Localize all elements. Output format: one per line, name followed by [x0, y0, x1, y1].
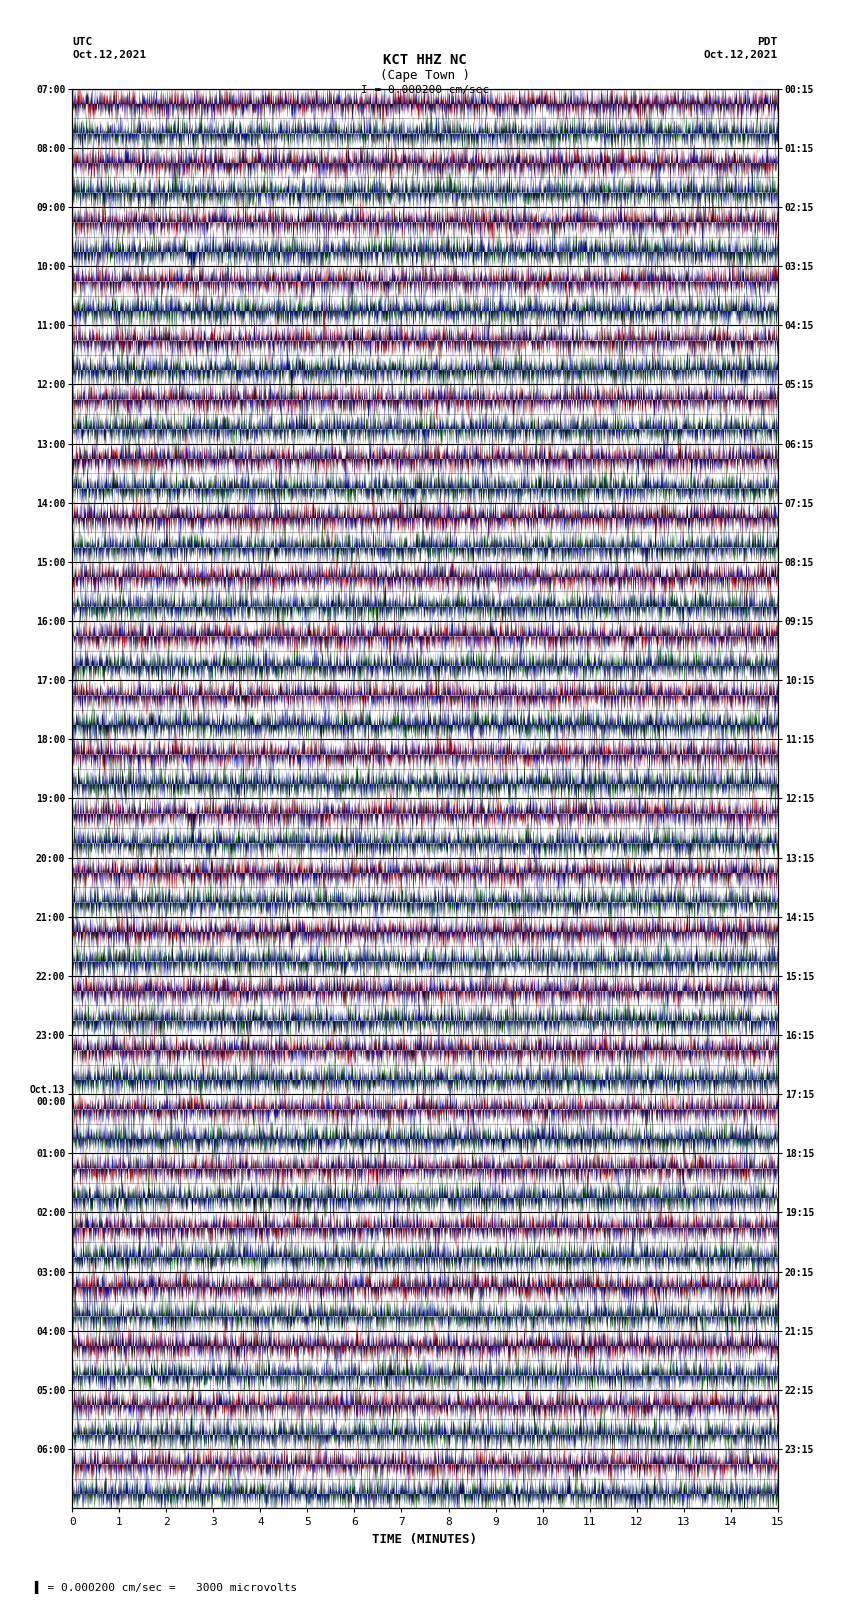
- X-axis label: TIME (MINUTES): TIME (MINUTES): [372, 1532, 478, 1545]
- Text: PDT: PDT: [757, 37, 778, 47]
- Text: Oct.12,2021: Oct.12,2021: [704, 50, 778, 60]
- Text: KCT HHZ NC: KCT HHZ NC: [383, 53, 467, 68]
- Text: (Cape Town ): (Cape Town ): [380, 69, 470, 82]
- Text: ▌ = 0.000200 cm/sec =   3000 microvolts: ▌ = 0.000200 cm/sec = 3000 microvolts: [34, 1581, 298, 1594]
- Text: Oct.12,2021: Oct.12,2021: [72, 50, 146, 60]
- Text: UTC: UTC: [72, 37, 93, 47]
- Text: I = 0.000200 cm/sec: I = 0.000200 cm/sec: [361, 85, 489, 95]
